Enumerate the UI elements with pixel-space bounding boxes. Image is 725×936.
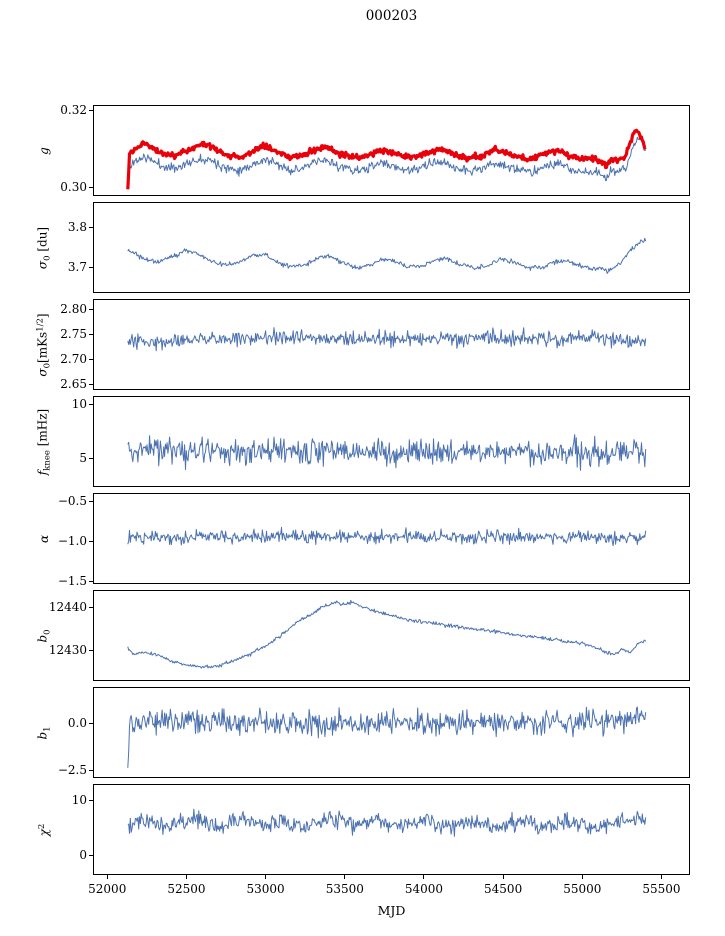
y-axis-label-sigma0-du: σ0 [du] xyxy=(35,202,53,293)
y-tick-label: 2.65 xyxy=(60,377,87,391)
y-axis-label-fknee: fknee [mHz] xyxy=(35,396,53,487)
axes-frame xyxy=(93,396,690,487)
y-axis-label-chi2: χ2 xyxy=(35,784,53,875)
x-tick-label: 55500 xyxy=(642,882,681,896)
y-axis-label-text: fknee [mHz] xyxy=(35,408,53,475)
y-tick-label: 0.30 xyxy=(60,180,87,195)
x-tick-mark xyxy=(265,875,267,879)
y-tick-mark xyxy=(89,334,93,335)
y-axis-label-text: χ2 xyxy=(37,823,51,836)
y-axis-label-b1: b1 xyxy=(35,687,53,778)
series-chi2 xyxy=(127,808,647,837)
y-tick-mark xyxy=(89,581,93,582)
y-tick-mark xyxy=(89,606,93,608)
y-tick-label: 5 xyxy=(79,450,87,465)
series-fknee xyxy=(127,434,647,471)
y-tick-label: 2.70 xyxy=(60,352,87,366)
plot-area-g xyxy=(93,105,690,196)
y-axis-label-sigma0-mks: σ0[mKs1/2] xyxy=(35,299,53,390)
x-tick-mark xyxy=(581,875,583,879)
y-tick-mark xyxy=(89,769,93,771)
series-sigma0-du xyxy=(127,237,647,274)
y-axis-label-text: σ0[mKs1/2] xyxy=(35,312,53,377)
x-axis-label: MJD xyxy=(377,903,406,918)
y-tick-label: −2.5 xyxy=(57,762,87,777)
x-tick-mark xyxy=(344,875,346,879)
y-tick-mark xyxy=(89,403,93,405)
y-tick-mark xyxy=(89,227,93,228)
series-g-data xyxy=(126,128,647,190)
y-tick-mark xyxy=(89,384,93,385)
x-tick-mark xyxy=(106,875,108,879)
y-tick-label: −1.0 xyxy=(57,534,87,548)
x-tick-label: 54000 xyxy=(404,882,444,896)
y-axis-label-text: b1 xyxy=(35,725,53,740)
y-tick-label: 12430 xyxy=(48,643,87,658)
plot-area-b0 xyxy=(93,590,690,681)
y-tick-label: 0.32 xyxy=(60,103,87,117)
x-tick-label: 53000 xyxy=(246,882,285,896)
y-tick-mark xyxy=(89,501,93,502)
y-tick-mark xyxy=(89,650,93,652)
y-tick-label: 2.75 xyxy=(60,327,87,341)
y-tick-mark xyxy=(89,110,93,111)
y-tick-mark xyxy=(89,799,93,801)
y-axis-label-text: σ0 [du] xyxy=(35,226,53,269)
axes-frame xyxy=(93,299,690,390)
x-tick-label: 55000 xyxy=(563,882,602,896)
y-tick-mark xyxy=(89,854,93,856)
x-tick-label: 53500 xyxy=(325,882,364,896)
y-tick-label: −1.5 xyxy=(57,574,87,588)
y-tick-label: −0.5 xyxy=(57,494,87,508)
y-axis-label-alpha: α xyxy=(35,493,53,584)
y-axis-label-text: α xyxy=(37,534,51,543)
x-tick-mark xyxy=(502,875,504,879)
series-alpha xyxy=(127,526,647,547)
x-tick-mark xyxy=(185,875,187,879)
y-tick-mark xyxy=(89,187,93,189)
axes-frame xyxy=(93,202,690,293)
series-b0 xyxy=(127,599,647,669)
axes-frame xyxy=(93,105,690,196)
y-tick-label: 3.7 xyxy=(67,260,87,274)
axes-frame xyxy=(93,687,690,778)
y-tick-label: 12440 xyxy=(48,599,87,614)
x-tick-mark xyxy=(423,875,425,879)
y-tick-label: 3.8 xyxy=(67,220,87,234)
x-tick-label: 52500 xyxy=(167,882,206,896)
y-tick-mark xyxy=(89,359,93,360)
y-tick-label: 0.0 xyxy=(67,716,87,731)
series-g-fit xyxy=(127,136,646,188)
y-axis-label-text: b0 xyxy=(35,628,53,643)
plot-area-b1 xyxy=(93,687,690,778)
series-sigma0-mks xyxy=(127,327,647,352)
y-tick-mark xyxy=(89,267,93,268)
axes-frame xyxy=(93,493,690,584)
x-tick-label: 54500 xyxy=(484,882,523,896)
y-tick-mark xyxy=(89,541,93,542)
x-tick-mark xyxy=(660,875,662,879)
y-tick-mark xyxy=(89,723,93,725)
y-tick-label: 0 xyxy=(79,847,87,862)
figure-title: 000203 xyxy=(365,8,418,24)
y-tick-label: 10 xyxy=(71,792,87,807)
y-tick-label: 2.80 xyxy=(60,302,87,316)
series-b1 xyxy=(127,706,647,768)
plot-area-sigma0-mks xyxy=(93,299,690,390)
plot-area-sigma0-du xyxy=(93,202,690,293)
y-axis-label-text: g xyxy=(37,146,51,155)
y-tick-mark xyxy=(89,309,93,310)
y-tick-mark xyxy=(89,457,93,459)
plot-area-chi2 xyxy=(93,784,690,875)
y-axis-label-b0: b0 xyxy=(35,590,53,681)
y-axis-label-g: g xyxy=(35,105,53,196)
axes-frame xyxy=(93,590,690,681)
plot-area-alpha xyxy=(93,493,690,584)
x-tick-label: 52000 xyxy=(88,882,127,896)
axes-frame xyxy=(93,784,690,875)
plot-area-fknee xyxy=(93,396,690,487)
y-tick-label: 10 xyxy=(71,396,87,411)
